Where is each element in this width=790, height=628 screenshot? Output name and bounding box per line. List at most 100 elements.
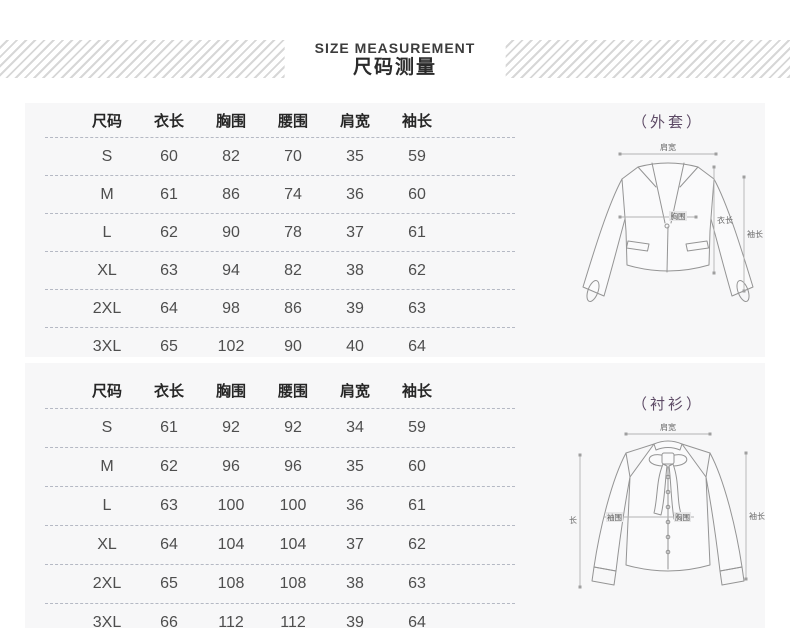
size-cell: S — [101, 147, 113, 165]
column-header-size: 尺码 — [91, 383, 122, 400]
value-cell: 70 — [284, 147, 302, 165]
value-cell: 64 — [408, 337, 426, 355]
value-cell: 61 — [160, 419, 178, 436]
table-row: 2XL 65 108 108 38 63 — [45, 565, 515, 604]
value-cell: 63 — [408, 575, 426, 592]
shirt-label: （衬衫） — [631, 396, 704, 413]
value-cell: 37 — [346, 536, 364, 553]
table-row: XL 64 104 104 37 62 — [45, 526, 515, 565]
value-cell: 74 — [284, 185, 302, 203]
table-row: M 61 86 74 36 60 — [45, 176, 515, 214]
value-cell: 65 — [160, 575, 178, 592]
value-cell: 60 — [408, 185, 426, 203]
table-row: S 61 92 92 34 59 — [45, 409, 515, 448]
size-cell: 2XL — [92, 575, 122, 592]
value-cell: 104 — [217, 536, 245, 553]
value-cell: 92 — [284, 419, 302, 436]
shirt-illustration: 肩宽 长 — [569, 422, 765, 589]
size-cell: XL — [97, 536, 117, 553]
size-table-jacket: 尺码 衣长 胸围 腰围 肩宽 袖长 S 60 82 70 35 59 M 61 … — [45, 103, 515, 357]
banner-title-en: SIZE MEASUREMENT — [314, 40, 476, 56]
column-header-shoulder: 肩宽 — [339, 112, 370, 130]
value-cell: 61 — [408, 497, 426, 514]
banner-title-zh: 尺码测量 — [352, 57, 437, 78]
jacket-size-section: 尺码 衣长 胸围 腰围 肩宽 袖长 S 60 82 70 35 59 M 61 … — [25, 103, 765, 357]
column-header-waist: 腰围 — [277, 383, 308, 400]
table-row: S 60 82 70 35 59 — [45, 138, 515, 176]
value-cell: 39 — [346, 614, 364, 628]
value-cell: 38 — [346, 261, 364, 279]
column-header-shoulder: 肩宽 — [339, 383, 370, 400]
shirt-shoulder-width-label: 肩宽 — [660, 422, 676, 432]
column-header-length: 衣长 — [153, 112, 184, 130]
value-cell: 78 — [284, 223, 302, 241]
value-cell: 61 — [160, 185, 178, 203]
size-table-shirt: 尺码 衣长 胸围 腰围 肩宽 袖长 S 61 92 92 34 59 M 62 … — [45, 373, 515, 628]
shirt-sleeve-length-label: 袖长 — [749, 511, 765, 521]
value-cell: 61 — [408, 223, 426, 241]
column-header-size: 尺码 — [91, 112, 122, 130]
value-cell: 108 — [217, 575, 245, 592]
size-cell: 3XL — [92, 337, 122, 355]
value-cell: 96 — [222, 458, 240, 475]
size-cell: M — [100, 185, 114, 203]
value-cell: 100 — [279, 497, 307, 514]
value-cell: 64 — [160, 536, 178, 553]
size-cell: L — [102, 223, 112, 241]
value-cell: 90 — [222, 223, 240, 241]
size-cell: S — [101, 419, 113, 436]
size-measurement-banner: SIZE MEASUREMENT 尺码测量 — [0, 37, 790, 81]
table-row: 2XL 64 98 86 39 63 — [45, 290, 515, 328]
value-cell: 65 — [160, 337, 178, 355]
column-header-sleeve: 袖长 — [401, 112, 432, 130]
size-cell: 3XL — [92, 614, 122, 628]
table-row: 3XL 65 102 90 40 64 — [45, 328, 515, 357]
column-header-length: 衣长 — [153, 383, 184, 400]
value-cell: 62 — [160, 223, 178, 241]
jacket-label: （外套） — [631, 114, 704, 131]
value-cell: 98 — [222, 299, 240, 317]
value-cell: 64 — [408, 614, 426, 628]
value-cell: 92 — [222, 419, 240, 436]
size-cell: L — [102, 497, 112, 514]
table-row: M 62 96 96 35 60 — [45, 448, 515, 487]
shirt-cuff-label: 袖围 — [607, 512, 622, 522]
shirt-length-label: 长 — [569, 515, 577, 525]
size-cell: 2XL — [92, 299, 122, 317]
value-cell: 102 — [217, 337, 245, 355]
value-cell: 64 — [160, 299, 178, 317]
value-cell: 66 — [160, 614, 178, 628]
value-cell: 100 — [217, 497, 245, 514]
table-row: L 62 90 78 37 61 — [45, 214, 515, 252]
value-cell: 60 — [160, 147, 178, 165]
value-cell: 62 — [408, 261, 426, 279]
size-cell: M — [100, 458, 114, 475]
value-cell: 104 — [279, 536, 307, 553]
value-cell: 63 — [160, 261, 178, 279]
value-cell: 82 — [284, 261, 302, 279]
value-cell: 63 — [408, 299, 426, 317]
shirt-size-section: 尺码 衣长 胸围 腰围 肩宽 袖长 S 61 92 92 34 59 M 62 … — [25, 363, 765, 628]
jacket-sleeve-length-label: 袖长 — [747, 229, 763, 239]
value-cell: 59 — [408, 147, 426, 165]
column-header-waist: 腰围 — [277, 112, 308, 130]
jacket-length-label: 衣长 — [717, 215, 733, 225]
value-cell: 36 — [346, 185, 364, 203]
table-header-row: 尺码 衣长 胸围 腰围 肩宽 袖长 — [45, 373, 515, 409]
value-cell: 112 — [280, 614, 306, 628]
jacket-shoulder-width-label: 肩宽 — [660, 142, 676, 152]
shirt-figure: （衬衫） 肩宽 — [568, 395, 765, 615]
value-cell: 82 — [222, 147, 240, 165]
value-cell: 37 — [346, 223, 364, 241]
value-cell: 35 — [346, 458, 364, 475]
value-cell: 40 — [346, 337, 364, 355]
table-row: 3XL 66 112 112 39 64 — [45, 604, 515, 628]
value-cell: 90 — [284, 337, 302, 355]
jacket-figure: （外套） 肩宽 胸围 — [568, 113, 765, 349]
table-row: L 63 100 100 36 61 — [45, 487, 515, 526]
column-header-sleeve: 袖长 — [401, 383, 432, 400]
value-cell: 63 — [160, 497, 178, 514]
value-cell: 62 — [408, 536, 426, 553]
table-header-row: 尺码 衣长 胸围 腰围 肩宽 袖长 — [45, 103, 515, 138]
value-cell: 108 — [279, 575, 307, 592]
